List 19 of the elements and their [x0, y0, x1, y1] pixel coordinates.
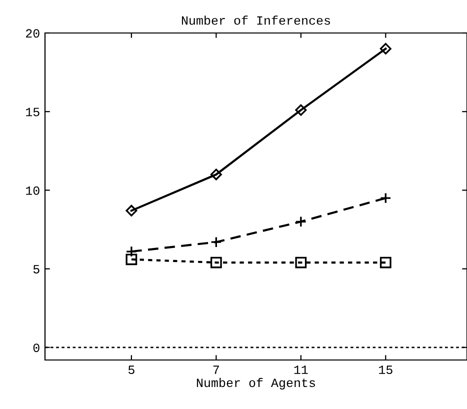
x-tick-label: 11 [294, 366, 308, 374]
y-tick-label: 15 [26, 108, 40, 116]
point [210, 168, 222, 180]
y-tick-label: 20 [26, 29, 40, 38]
x-axis-title: Number of Agents [196, 378, 315, 390]
point [295, 256, 307, 268]
x-tick-label: 15 [379, 366, 392, 374]
point [295, 104, 307, 116]
chart-title: Number of Inferences [182, 16, 330, 25]
point [126, 204, 138, 216]
point [126, 254, 138, 266]
point [380, 256, 392, 268]
y-tick-label: 0 [33, 344, 40, 352]
point [210, 256, 222, 268]
y-tick-label: 10 [26, 186, 40, 195]
point [380, 42, 392, 54]
y-tick-label: 5 [33, 265, 40, 274]
x-tick-label: 5 [128, 366, 134, 374]
x-tick-label: 7 [213, 366, 219, 374]
